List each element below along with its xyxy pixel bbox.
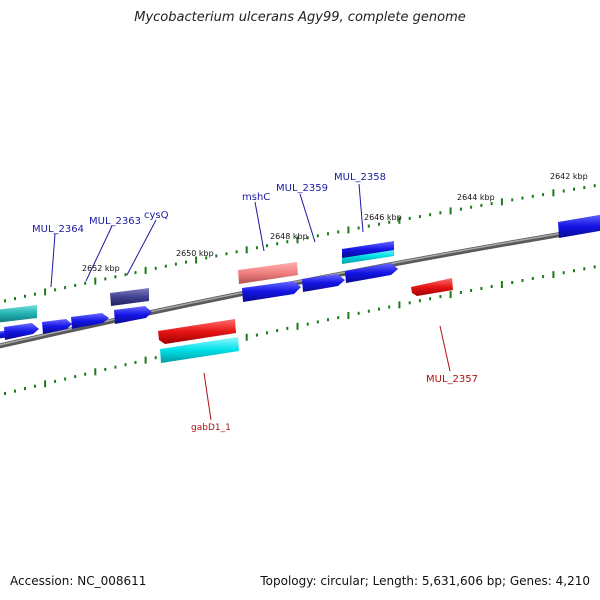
gene-label-mshc[interactable]: mshC: [242, 192, 270, 203]
gene-feature-forward[interactable]: [42, 319, 72, 334]
genome-summary-text: Topology: circular; Length: 5,631,606 bp…: [260, 574, 590, 588]
gene-label-mul-2359[interactable]: MUL_2359: [276, 183, 328, 194]
feature-slate[interactable]: [110, 288, 149, 306]
gene-label-mul-2364[interactable]: MUL_2364: [32, 224, 84, 235]
scale-label-2642: 2642 kbp: [550, 172, 588, 181]
scale-label-2652: 2652 kbp: [82, 264, 120, 273]
accession-text: Accession: NC_008611: [10, 574, 147, 588]
gene-feature-forward[interactable]: [302, 274, 345, 292]
scale-label-2650: 2650 kbp: [176, 249, 214, 258]
map-title: Mycobacterium ulcerans Agy99, complete g…: [134, 10, 466, 25]
gene-feature-forward[interactable]: [558, 214, 600, 238]
gene-feature-forward[interactable]: [242, 281, 301, 302]
gene-feature-reverse[interactable]: [411, 278, 453, 296]
gene-label-cysq[interactable]: cysQ: [144, 210, 169, 221]
scale-ticks-upper: [4, 184, 596, 303]
upper-features: [0, 241, 394, 323]
gene-feature-forward[interactable]: [4, 323, 39, 340]
forward-genes: [0, 214, 600, 340]
gene-label-mul-2357[interactable]: MUL_2357: [426, 374, 478, 385]
feature-teal[interactable]: [0, 305, 37, 323]
feature-pink[interactable]: [238, 262, 298, 284]
gene-feature-reverse[interactable]: [158, 319, 236, 344]
feature-cyan-reverse[interactable]: [160, 337, 239, 363]
feature-blue-bar[interactable]: [342, 241, 394, 258]
label-leaders: [50, 183, 451, 421]
reverse-genes: [158, 278, 453, 363]
gene-feature-forward[interactable]: [71, 313, 109, 329]
gene-feature-forward[interactable]: [114, 306, 152, 324]
gene-feature-forward[interactable]: [345, 263, 398, 283]
gene-label-mul-2363[interactable]: MUL_2363: [89, 216, 141, 227]
scale-label-2646: 2646 kbp: [364, 213, 402, 222]
gene-label-gabd1-1[interactable]: gabD1_1: [191, 423, 231, 433]
scale-ticks-lower: [4, 265, 596, 395]
scale-label-2644: 2644 kbp: [457, 193, 495, 202]
scale-label-2648: 2648 kbp: [270, 232, 308, 241]
gene-label-mul-2358[interactable]: MUL_2358: [334, 172, 386, 183]
